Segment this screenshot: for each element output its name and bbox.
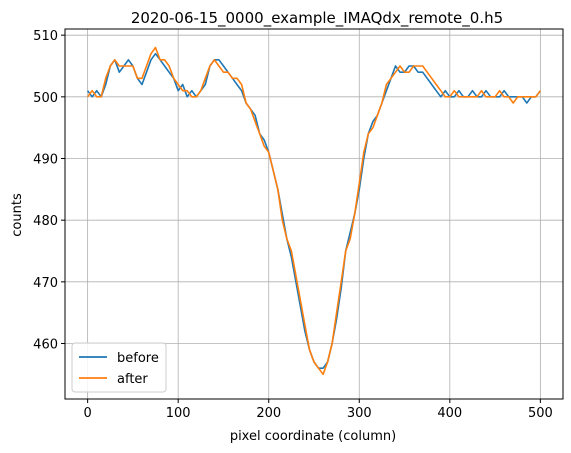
legend-label: after	[117, 372, 148, 387]
y-tick-label: 470	[33, 276, 58, 291]
y-tick-label: 480	[33, 214, 58, 229]
legend-box	[71, 342, 167, 393]
y-tick-label: 510	[33, 29, 58, 44]
x-tick-label: 300	[347, 406, 372, 421]
y-tick-label: 460	[33, 338, 58, 353]
x-tick-label: 200	[256, 406, 281, 421]
chart-title: 2020-06-15_0000_example_IMAQdx_remote_0.…	[131, 9, 503, 28]
x-tick-label: 0	[83, 406, 91, 421]
legend: before after	[71, 342, 167, 393]
x-axis-ticks: 0 100 200 300 400 500	[83, 399, 553, 421]
x-tick-label: 400	[437, 406, 462, 421]
y-tick-label: 500	[33, 91, 58, 106]
x-axis-label: pixel coordinate (column)	[230, 429, 396, 444]
axes-frame	[64, 28, 564, 400]
x-tick-label: 100	[166, 406, 191, 421]
y-axis-label: counts	[10, 193, 25, 237]
series-line-after	[86, 46, 542, 376]
legend-label: before	[117, 351, 159, 366]
series-line-before	[86, 52, 542, 369]
series-layer	[86, 46, 542, 376]
y-axis-ticks: 460 470 480 490 500 510	[33, 29, 65, 353]
x-tick-label: 500	[528, 406, 553, 421]
y-tick-label: 490	[33, 153, 58, 168]
